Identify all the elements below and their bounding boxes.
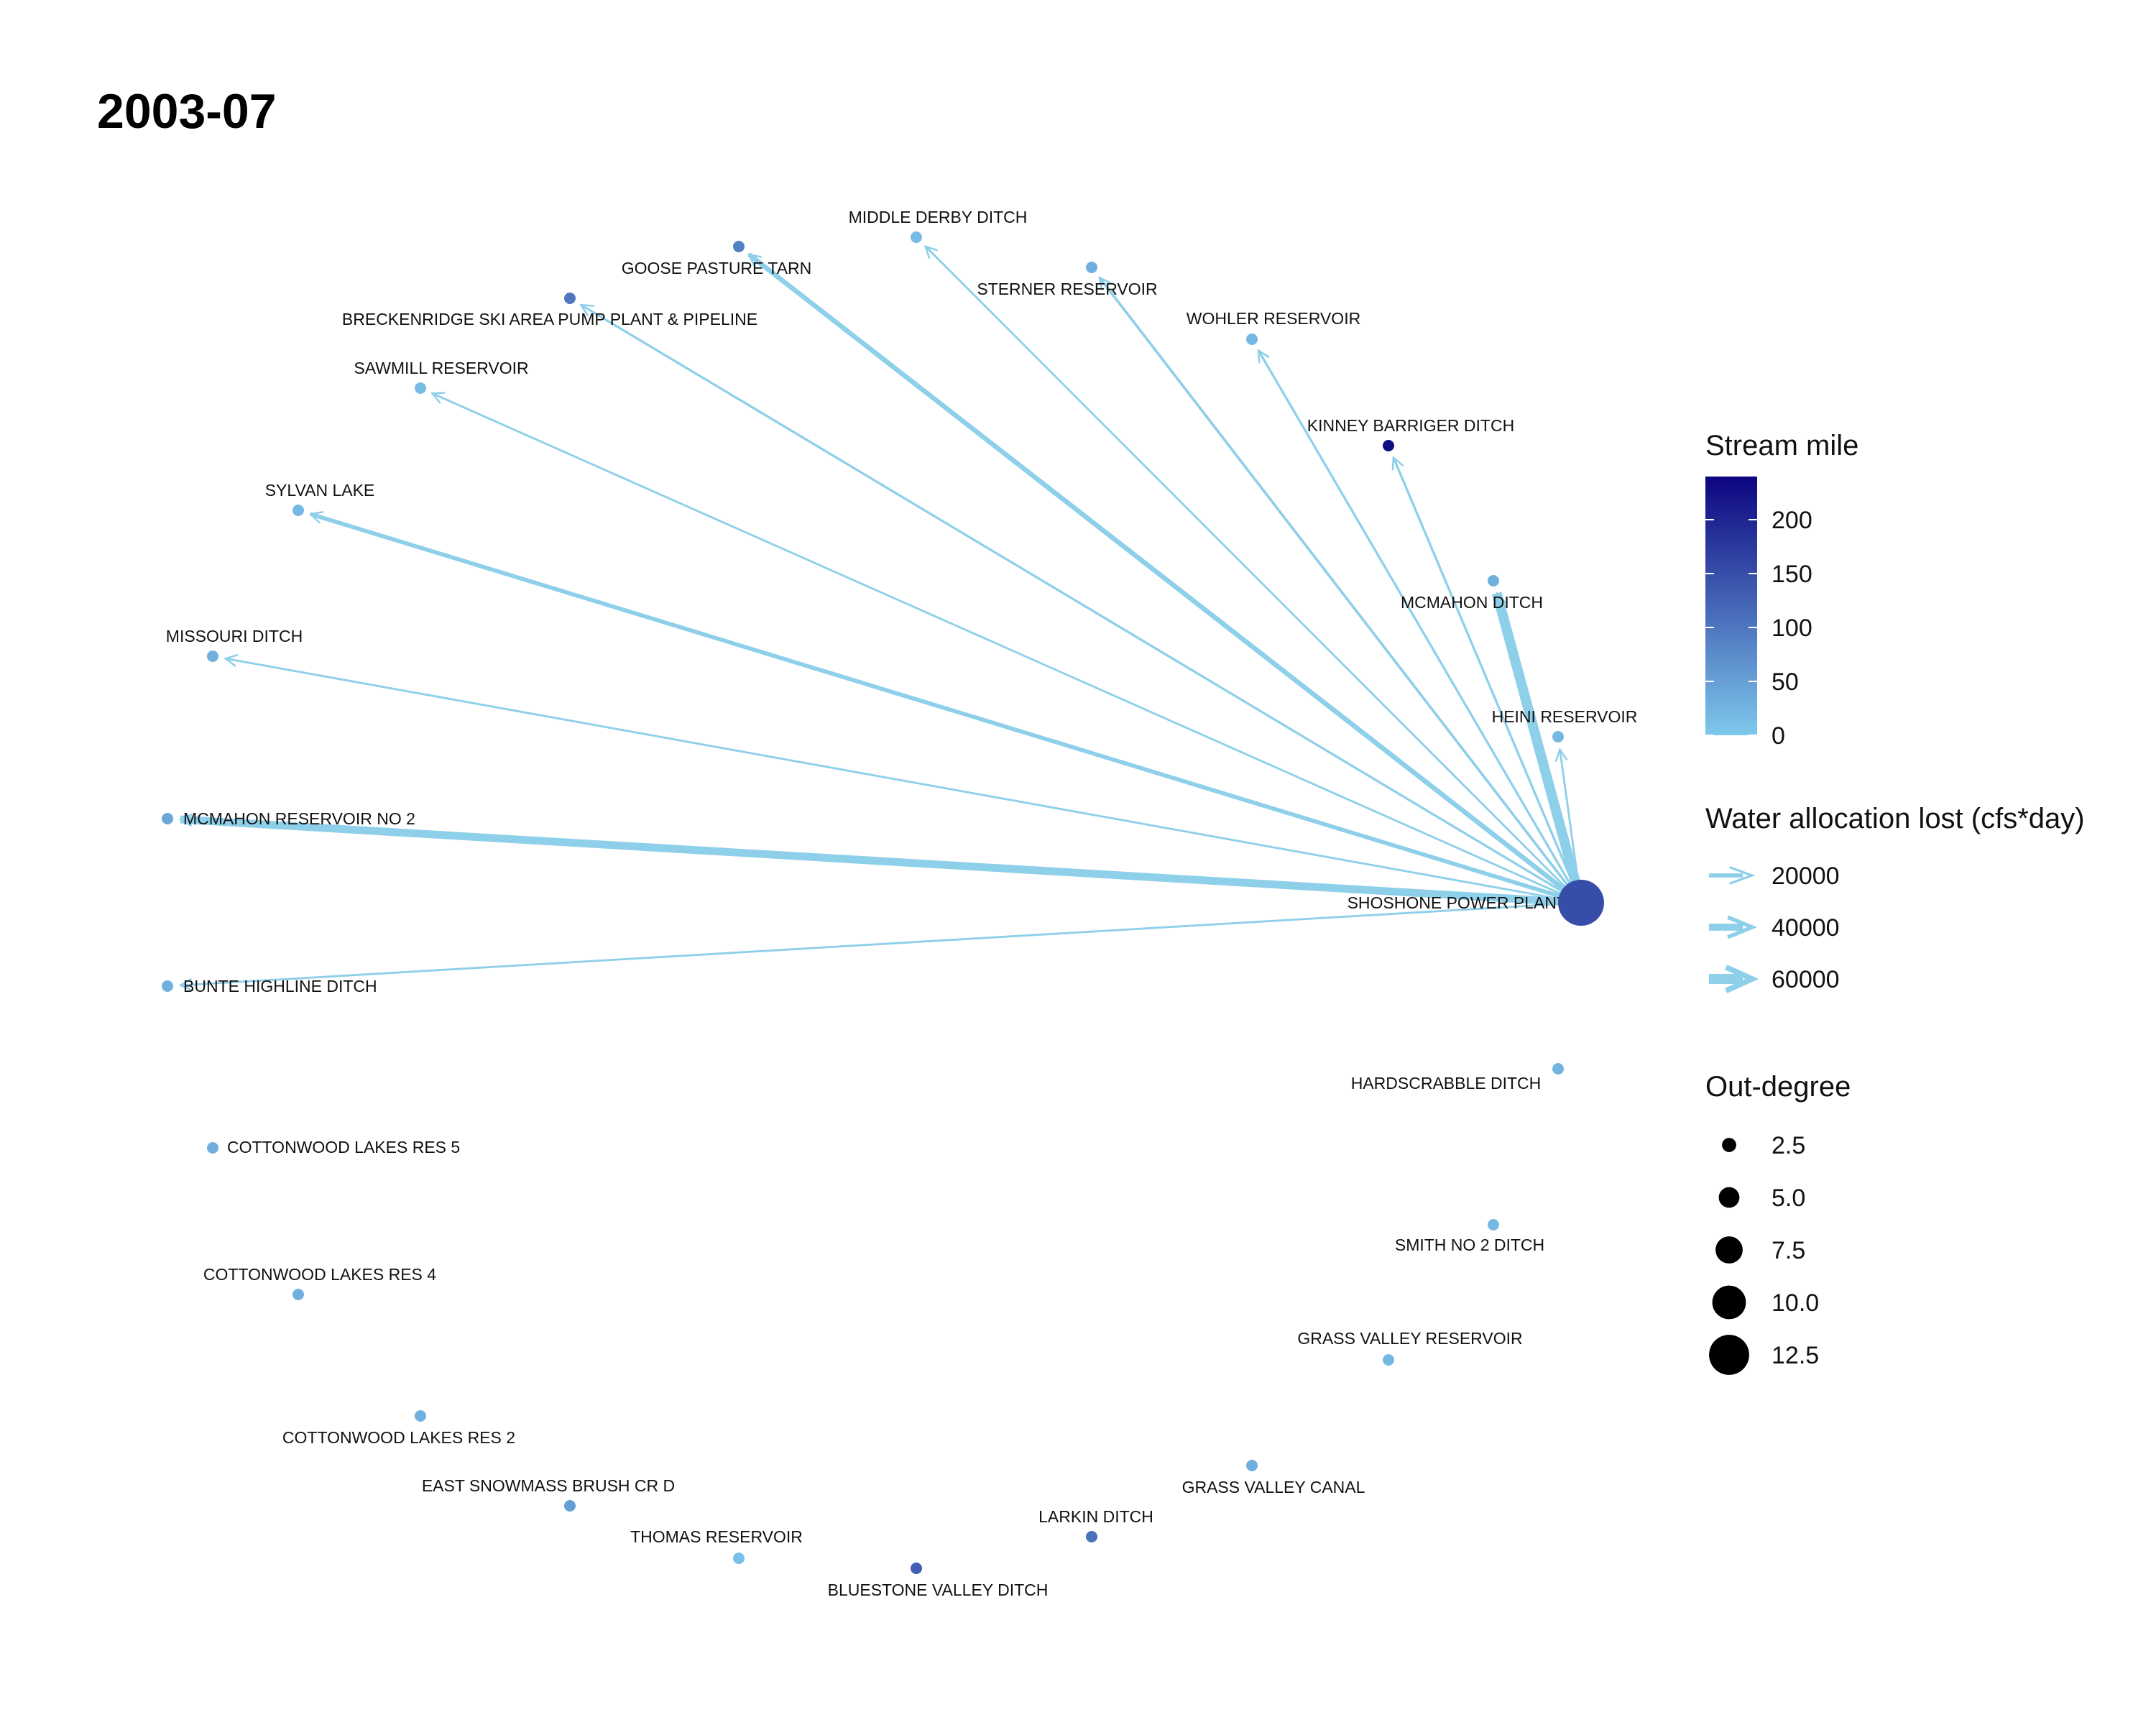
node-grass-valley-canal [1246, 1460, 1258, 1471]
colorbar-tick-label: 0 [1772, 722, 1785, 750]
legend-water-lost-key-arrowhead [1729, 866, 1756, 885]
node-label-hardscrabble: HARDSCRABBLE DITCH [1351, 1074, 1542, 1092]
node-kinney-barriger [1383, 440, 1394, 451]
node-label-kinney-barriger: KINNEY BARRIGER DITCH [1307, 416, 1514, 435]
edge-shoshone-to-breckenridge [581, 305, 1582, 904]
node-label-missouri: MISSOURI DITCH [166, 627, 303, 645]
legend-out-degree-key-circle [1718, 1187, 1740, 1208]
node-shoshone [1558, 880, 1604, 926]
node-middle-derby [911, 231, 922, 243]
node-label-bunte: BUNTE HIGHLINE DITCH [183, 977, 377, 995]
edge-shoshone-to-sawmill [432, 393, 1582, 904]
legend-water-lost-key-arrowhead [1727, 915, 1758, 939]
legend-water-lost-key-label: 40000 [1772, 914, 1840, 942]
edge-shoshone-to-mcmahon_ditch [1491, 593, 1586, 904]
node-cottonwood2 [415, 1410, 426, 1422]
legend-colorbar [1705, 477, 1757, 735]
node-heini [1552, 731, 1564, 742]
colorbar-tick-label: 150 [1772, 561, 1812, 588]
node-label-grass-valley-res: GRASS VALLEY RESERVOIR [1297, 1329, 1522, 1348]
node-label-larkin: LARKIN DITCH [1038, 1507, 1153, 1526]
diagram-title: 2003-07 [97, 84, 277, 139]
node-bunte [162, 980, 173, 992]
colorbar-tick-label: 50 [1772, 668, 1799, 696]
node-goose-pasture [733, 241, 745, 252]
legend-colorbar-ticks: 0 50 100 150 200 [1705, 507, 1812, 750]
node-sterner [1086, 262, 1097, 273]
node-cottonwood5 [207, 1142, 218, 1154]
node-mcmahon-res2 [162, 813, 173, 824]
legend-out-degree-keys: 2.5 5.0 7.5 10.0 12.5 [1709, 1132, 1819, 1375]
legend-out-degree-key-label: 5.0 [1772, 1184, 1805, 1212]
legend-water-lost: Water allocation lost (cfs*day) 20000 400… [1705, 803, 2085, 993]
node-label-east-snowmass: EAST SNOWMASS BRUSH CR D [422, 1476, 675, 1495]
edges-layer [180, 247, 1586, 985]
node-label-heini: HEINI RESERVOIR [1492, 707, 1638, 726]
legend-out-degree-key-label: 10.0 [1772, 1289, 1819, 1317]
node-label-smith2: SMITH NO 2 DITCH [1395, 1236, 1544, 1254]
node-label-middle-derby: MIDDLE DERBY DITCH [849, 208, 1028, 226]
node-label-shoshone: SHOSHONE POWER PLANT [1348, 893, 1567, 912]
legend-out-degree-key-circle [1712, 1285, 1746, 1320]
node-cottonwood4 [292, 1289, 304, 1300]
node-label-grass-valley-canal: GRASS VALLEY CANAL [1182, 1478, 1365, 1496]
node-label-sylvan: SYLVAN LAKE [265, 481, 375, 500]
node-wohler [1246, 334, 1258, 345]
node-thomas [733, 1552, 745, 1564]
legend-water-lost-key-label: 60000 [1772, 966, 1840, 993]
legend-stream-mile: Stream mile 0 50 100 150 200 [1705, 430, 1858, 750]
edge-shoshone-to-middle_derby [926, 247, 1583, 904]
legend-stream-mile-title: Stream mile [1705, 430, 1858, 461]
colorbar-tick-label: 100 [1772, 615, 1812, 642]
node-missouri [207, 650, 218, 662]
legend-water-lost-title: Water allocation lost (cfs*day) [1705, 803, 2085, 834]
node-label-breckenridge: BRECKENRIDGE SKI AREA PUMP PLANT & PIPEL… [342, 310, 757, 328]
node-grass-valley-res [1383, 1354, 1394, 1366]
node-smith2 [1488, 1219, 1499, 1230]
legend-out-degree-key-circle [1722, 1138, 1736, 1152]
edge-shoshone-to-sterner [1100, 277, 1583, 904]
node-label-cottonwood4: COTTONWOOD LAKES RES 4 [203, 1265, 436, 1284]
edge-shoshone-to-kinney_barriger [1393, 458, 1583, 903]
node-hardscrabble [1552, 1063, 1564, 1075]
edge-shoshone-to-goose_pasture [749, 252, 1583, 905]
nodes-layer: SHOSHONE POWER PLANT MIDDLE DERBY DITCH GO… [162, 208, 1637, 1599]
legend-water-lost-key-arrowhead [1725, 965, 1759, 993]
node-label-goose-pasture: GOOSE PASTURE TARN [622, 259, 812, 277]
legend-water-lost-key-label: 20000 [1772, 862, 1840, 890]
node-label-sterner: STERNER RESERVOIR [977, 280, 1157, 298]
legend-out-degree: Out-degree 2.5 5.0 7.5 10.0 12.5 [1705, 1071, 1851, 1375]
node-breckenridge [564, 293, 576, 304]
node-label-cottonwood2: COTTONWOOD LAKES RES 2 [282, 1428, 515, 1447]
node-label-bluestone: BLUESTONE VALLEY DITCH [828, 1581, 1049, 1599]
node-larkin [1086, 1531, 1097, 1542]
node-label-mcmahon-res2: MCMAHON RESERVOIR NO 2 [183, 809, 415, 828]
legend-out-degree-key-circle [1715, 1236, 1743, 1264]
legend-out-degree-key-label: 2.5 [1772, 1132, 1805, 1159]
node-sylvan [292, 505, 304, 516]
node-sawmill [415, 382, 426, 394]
colorbar-tick-label: 200 [1772, 507, 1812, 534]
node-label-thomas: THOMAS RESERVOIR [630, 1527, 803, 1546]
edge-shoshone-to-wohler [1258, 351, 1583, 903]
node-label-wohler: WOHLER RESERVOIR [1187, 309, 1360, 328]
edge-shoshone-to-missouri [226, 658, 1582, 904]
node-label-cottonwood5: COTTONWOOD LAKES RES 5 [227, 1138, 460, 1156]
legend-out-degree-key-label: 7.5 [1772, 1237, 1805, 1264]
edge-shoshone-to-sylvan [310, 514, 1582, 905]
edge-shoshone-to-mcmahon_res2 [180, 819, 1582, 907]
edge-shoshone-to-heini [1560, 750, 1583, 903]
legend-out-degree-title: Out-degree [1705, 1071, 1851, 1103]
legend-out-degree-key-circle [1709, 1335, 1749, 1375]
node-bluestone [911, 1563, 922, 1574]
legend-out-degree-key-label: 12.5 [1772, 1342, 1819, 1369]
edge-shoshone-to-bunte [180, 901, 1582, 985]
node-east-snowmass [564, 1500, 576, 1512]
node-mcmahon-ditch [1488, 575, 1499, 586]
node-label-sawmill: SAWMILL RESERVOIR [354, 359, 528, 377]
legend-water-lost-keys: 20000 40000 60000 [1709, 862, 1840, 993]
node-label-mcmahon-ditch: MCMAHON DITCH [1401, 593, 1543, 612]
